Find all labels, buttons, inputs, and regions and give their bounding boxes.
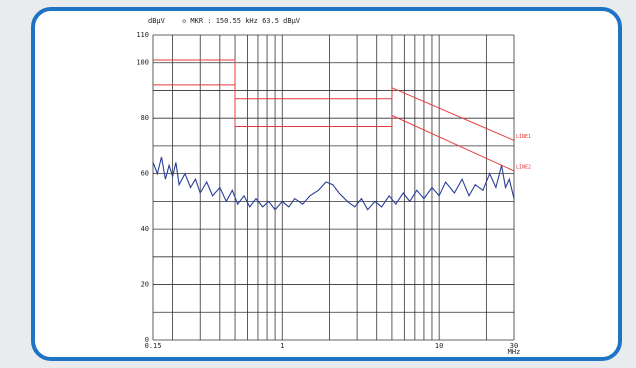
y-tick-label: 60 [141, 170, 149, 178]
card [31, 7, 622, 361]
y-tick-label: 100 [136, 59, 149, 67]
trace [152, 156, 515, 211]
y-tick-label: 20 [141, 281, 149, 289]
x-tick-label: 1 [280, 342, 284, 350]
legend-label: LINE1 [516, 134, 531, 140]
y-tick-label: 80 [141, 114, 149, 122]
y-tick-label: 0 [145, 336, 149, 344]
legend-label: LINE2 [516, 164, 531, 170]
limit-line [153, 59, 515, 141]
y-unit: dBµV [148, 17, 166, 25]
marker-readout: ◇ MKR : 150.55 kHz 63.5 dBµV [182, 17, 301, 25]
limit-line [153, 84, 515, 172]
x-unit: MHz [508, 348, 521, 356]
x-tick-label: 30 [510, 342, 518, 350]
x-tick-label: 0.15 [145, 342, 162, 350]
x-tick-label: 10 [435, 342, 443, 350]
y-tick-label: 110 [136, 31, 149, 39]
y-tick-label: 40 [141, 225, 149, 233]
